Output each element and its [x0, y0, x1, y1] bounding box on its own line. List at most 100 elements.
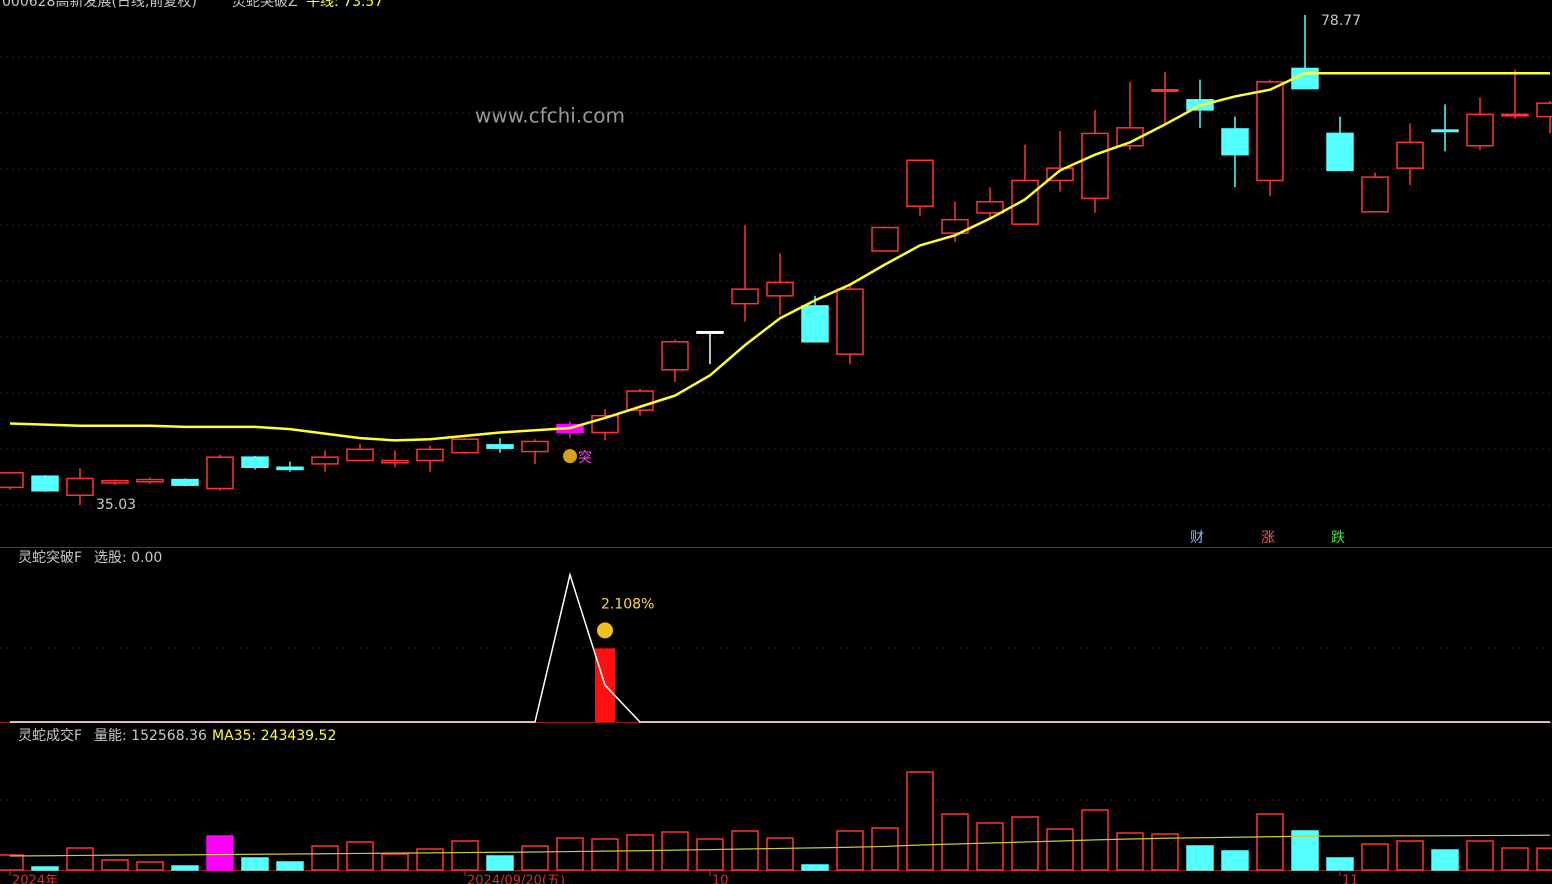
candle-body: [1256, 81, 1284, 182]
panel-legend: MA35: 243439.52: [212, 728, 336, 744]
candle-body: [1361, 176, 1389, 213]
volume-bar: [1046, 828, 1074, 871]
candle-body: [1081, 132, 1109, 200]
volume-bar: [1326, 857, 1354, 871]
volume-bar: [1011, 816, 1039, 871]
candle-body: [976, 201, 1004, 214]
volume-bar: [696, 838, 724, 871]
volume-bar: [556, 837, 584, 871]
candle-body: [661, 341, 689, 371]
volume-bar: [206, 835, 234, 871]
candle-body: [451, 438, 479, 454]
volume-bar: [766, 837, 794, 871]
x-tick-label: 2024年: [12, 874, 58, 884]
volume-bar: [66, 847, 94, 871]
volume-bar: [1291, 830, 1319, 871]
volume-bar: [1431, 849, 1459, 871]
candle-body: [1431, 129, 1459, 133]
low-label: 35.03: [96, 497, 136, 513]
button[interactable]: 涨: [1261, 530, 1275, 546]
volume-bar: [801, 864, 829, 871]
volume-bar: [1501, 847, 1529, 871]
candle-body: [416, 448, 444, 462]
candle-body: [521, 440, 549, 453]
candle-body: [381, 459, 409, 464]
smile-icon: [597, 622, 613, 639]
watermark: www.cfchi.com: [475, 104, 625, 128]
volume-bar: [1151, 833, 1179, 871]
candle-body: [1536, 102, 1552, 118]
panel-legend: 量能: 152568.36: [94, 728, 207, 744]
volume-bar: [871, 827, 899, 871]
candle-body: [1011, 179, 1039, 225]
candle-body: [311, 456, 339, 465]
volume-bar: [941, 813, 969, 871]
candle-body: [346, 448, 374, 462]
volume-bar: [521, 845, 549, 871]
volume-bar: [1361, 843, 1389, 871]
candle-body: [696, 330, 724, 334]
volume-bar: [171, 865, 199, 871]
volume-bar: [101, 859, 129, 871]
panel-title: 灵蛇成交F: [18, 727, 82, 744]
candle-body: [871, 226, 899, 252]
candle-body: [241, 456, 269, 468]
candle-body: [906, 159, 934, 207]
x-tick-label: 2024/09/20(五): [467, 874, 565, 884]
volume-bar: [906, 771, 934, 871]
volume-bar: [976, 822, 1004, 871]
candle-body: [1396, 141, 1424, 169]
volume-bar: [241, 857, 269, 871]
candle-body: [1466, 113, 1494, 147]
candle-body: [66, 477, 94, 496]
signal-label: 2.108%: [601, 596, 654, 612]
x-tick-label: 11: [1342, 874, 1359, 884]
candle-body: [731, 288, 759, 305]
button[interactable]: 财: [1190, 530, 1204, 546]
volume-bar: [661, 831, 689, 871]
line-label: 牛线: 73.57: [306, 0, 383, 10]
volume-bar: [486, 855, 514, 871]
candle-body: [276, 466, 304, 471]
volume-bar: [836, 830, 864, 871]
x-tick-label: 10: [712, 874, 729, 884]
volume-bar: [346, 841, 374, 871]
candle-body: [1151, 88, 1179, 92]
candle-body: [836, 288, 864, 355]
volume-bar: [591, 838, 619, 871]
volume-bar: [1186, 845, 1214, 871]
volume-bar: [381, 853, 409, 871]
candle-body: [31, 475, 59, 492]
volume-bar: [136, 861, 164, 871]
candle-body: [1326, 132, 1354, 172]
volume-bar: [276, 861, 304, 871]
volume-bar: [311, 845, 339, 871]
volume-bar: [416, 848, 444, 871]
button[interactable]: 跌: [1331, 530, 1345, 546]
volume-bar: [1256, 813, 1284, 871]
volume-bar: [31, 866, 59, 871]
symbol: 000628高新发展(日线,前复权): [2, 0, 197, 10]
ma-line: [9, 834, 1551, 857]
candle-body: [0, 472, 24, 489]
signal-icon: [563, 449, 577, 464]
panel-legend: 选股: 0.00: [94, 550, 162, 566]
candle-body: [766, 281, 794, 297]
candle-body: [801, 305, 829, 343]
volume-bar: [1536, 847, 1552, 871]
candle-body: [941, 218, 969, 234]
signal-text: 突: [578, 450, 592, 466]
candle-body: [486, 444, 514, 449]
signal-line: [10, 571, 1550, 723]
volume-bar: [1396, 840, 1424, 871]
candle-body: [1221, 128, 1249, 156]
candle-body: [171, 478, 199, 486]
candle-body: [1501, 113, 1529, 117]
volume-bar: [731, 830, 759, 871]
volume-bar: [1221, 850, 1249, 871]
candle-body: [206, 456, 234, 490]
high-label: 78.77: [1321, 13, 1361, 29]
